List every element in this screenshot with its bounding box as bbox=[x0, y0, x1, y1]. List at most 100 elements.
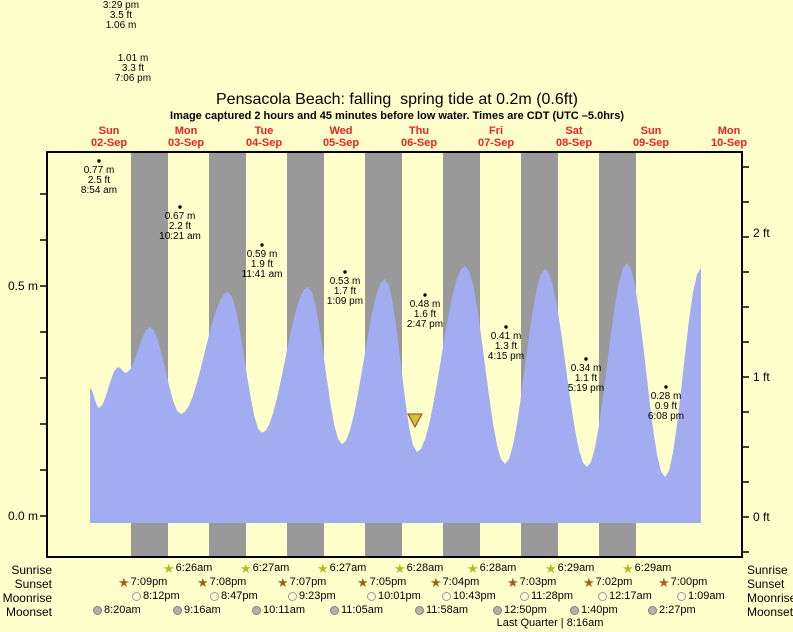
chart-title: Pensacola Beach: falling spring tide at … bbox=[216, 91, 578, 108]
high-tide-annotation: 0.41 m 1.3 ft 4:15 pm bbox=[487, 331, 525, 362]
sunset-time: ★ 7:03pm bbox=[507, 574, 557, 590]
y-axis-label-m: 0.0 m bbox=[7, 509, 38, 523]
sunrise-time: ★ 6:26am bbox=[163, 560, 212, 576]
moonset-circle-icon bbox=[648, 605, 657, 615]
y-axis-label-m: 0.5 m bbox=[7, 279, 38, 293]
moonrise-time: 8:12pm bbox=[132, 590, 180, 602]
astro-time-text: 8:47pm bbox=[221, 590, 258, 602]
sunset-star-icon: ★ bbox=[277, 574, 289, 590]
moonrise-circle-icon bbox=[132, 591, 141, 601]
high-tide-annotation: 0.53 m 1.7 ft 1:09 pm bbox=[326, 276, 364, 307]
moonset-circle-icon bbox=[252, 605, 261, 615]
sunset-star-icon: ★ bbox=[430, 574, 442, 590]
moonset-time: 12:50pm bbox=[493, 604, 547, 616]
moonrise-time: 1:09am bbox=[677, 590, 725, 602]
astro-time-text: 7:09pm bbox=[130, 576, 168, 588]
astro-time-text: 11:05am bbox=[341, 604, 383, 616]
moonset-circle-icon bbox=[330, 605, 339, 615]
sunrise-time: ★ 6:27am bbox=[240, 560, 290, 576]
date-axis-label: Wed 05-Sep bbox=[322, 125, 360, 149]
sunrise-time: ★ 6:27am bbox=[317, 560, 367, 576]
date-axis-label: Mon 03-Sep bbox=[167, 125, 205, 149]
pre-chart-tide-annotation: 3:29 pm 3.5 ft 1.06 m bbox=[102, 0, 140, 31]
moonset-circle-icon bbox=[93, 605, 102, 615]
astro-time-text: 6:27am bbox=[252, 562, 290, 574]
sunset-time: ★ 7:08pm bbox=[197, 574, 247, 590]
sunset-time: ★ 7:02pm bbox=[583, 574, 632, 590]
astro-time-text: 8:12pm bbox=[143, 590, 180, 602]
sunrise-time: ★ 6:28am bbox=[467, 560, 516, 576]
moonset-time: 10:11am bbox=[252, 604, 305, 616]
sunset-star-icon: ★ bbox=[583, 574, 595, 590]
sunset-time: ★ 7:05pm bbox=[357, 574, 406, 590]
sunset-star-icon: ★ bbox=[507, 574, 519, 590]
astro-time-text: 1:40pm bbox=[581, 604, 618, 616]
astro-row-label-right: Moonset bbox=[747, 605, 793, 619]
astro-row-label-left: Moonset bbox=[5, 605, 52, 619]
astro-row-label-right: Sunrise bbox=[747, 563, 788, 577]
sunset-time: ★ 7:00pm bbox=[658, 574, 707, 590]
moonrise-time: 10:01pm bbox=[367, 590, 421, 602]
high-tide-annotation: 0.59 m 1.9 ft 11:41 am bbox=[241, 249, 283, 280]
astro-time-text: 7:08pm bbox=[209, 576, 247, 588]
astro-row-label-right: Sunset bbox=[747, 577, 785, 591]
pre-chart-tide-annotation: 1.01 m 3.3 ft 7:06 pm bbox=[114, 53, 152, 84]
astro-row-label-left: Sunset bbox=[14, 577, 52, 591]
astro-time-text: 11:28pm bbox=[531, 590, 573, 602]
astro-time-text: 12:50pm bbox=[504, 604, 547, 616]
high-tide-dot bbox=[260, 243, 264, 247]
high-tide-dot bbox=[423, 293, 427, 297]
sunrise-star-icon: ★ bbox=[163, 560, 175, 576]
date-axis-label: Fri 07-Sep bbox=[477, 125, 515, 149]
sunset-star-icon: ★ bbox=[118, 574, 130, 590]
sunrise-star-icon: ★ bbox=[622, 560, 634, 576]
sunset-time: ★ 7:07pm bbox=[277, 574, 326, 590]
moonrise-circle-icon bbox=[520, 591, 529, 601]
sunset-star-icon: ★ bbox=[658, 574, 670, 590]
astro-time-text: 7:03pm bbox=[519, 576, 557, 588]
y-axis-label-ft: 2 ft bbox=[753, 226, 770, 240]
moonrise-circle-icon bbox=[367, 591, 376, 601]
moonrise-circle-icon bbox=[210, 591, 219, 601]
moonset-circle-icon bbox=[570, 605, 579, 615]
sunset-star-icon: ★ bbox=[357, 574, 369, 590]
current-time-marker-icon bbox=[407, 413, 423, 429]
sunrise-time: ★ 6:28am bbox=[394, 560, 443, 576]
date-axis-label: Mon 10-Sep bbox=[710, 125, 748, 149]
sunrise-time: ★ 6:29am bbox=[622, 560, 672, 576]
moon-phase-note: Last Quarter | 8:16am bbox=[496, 617, 604, 629]
moonset-time: 1:40pm bbox=[570, 604, 618, 616]
moonset-time: 11:58am bbox=[415, 604, 468, 616]
astro-time-text: 6:27am bbox=[329, 562, 367, 574]
astro-time-text: 9:23pm bbox=[299, 590, 336, 602]
moonset-time: 11:05am bbox=[330, 604, 383, 616]
moonset-circle-icon bbox=[415, 605, 424, 615]
sunrise-star-icon: ★ bbox=[394, 560, 406, 576]
sunrise-star-icon: ★ bbox=[240, 560, 252, 576]
sunrise-star-icon: ★ bbox=[317, 560, 329, 576]
moonset-time: 9:16am bbox=[173, 604, 221, 616]
moonrise-time: 10:43pm bbox=[442, 590, 496, 602]
astro-time-text: 10:01pm bbox=[378, 590, 421, 602]
high-tide-dot bbox=[584, 357, 588, 361]
astro-time-text: 2:27pm bbox=[659, 604, 696, 616]
chart-subtitle: Image captured 2 hours and 45 minutes be… bbox=[170, 110, 624, 122]
moonrise-circle-icon bbox=[598, 591, 607, 601]
y-axis-label-ft: 0 ft bbox=[753, 510, 770, 524]
astro-row-label-left: Sunrise bbox=[11, 563, 52, 577]
sunrise-star-icon: ★ bbox=[467, 560, 479, 576]
high-tide-dot bbox=[664, 385, 668, 389]
date-axis-label: Tue 04-Sep bbox=[245, 125, 283, 149]
high-tide-annotation: 0.67 m 2.2 ft 10:21 am bbox=[159, 211, 201, 242]
high-tide-annotation: 0.48 m 1.6 ft 2:47 pm bbox=[406, 299, 444, 330]
sunset-star-icon: ★ bbox=[197, 574, 209, 590]
moonrise-time: 12:17am bbox=[598, 590, 652, 602]
astro-time-text: 10:43pm bbox=[453, 590, 496, 602]
date-axis-label: Sun 02-Sep bbox=[90, 125, 128, 149]
sunset-time: ★ 7:04pm bbox=[430, 574, 479, 590]
astro-time-text: 6:29am bbox=[634, 562, 672, 574]
astro-row-label-right: Moonrise bbox=[747, 591, 793, 605]
astro-row-label-left: Moonrise bbox=[2, 591, 52, 605]
